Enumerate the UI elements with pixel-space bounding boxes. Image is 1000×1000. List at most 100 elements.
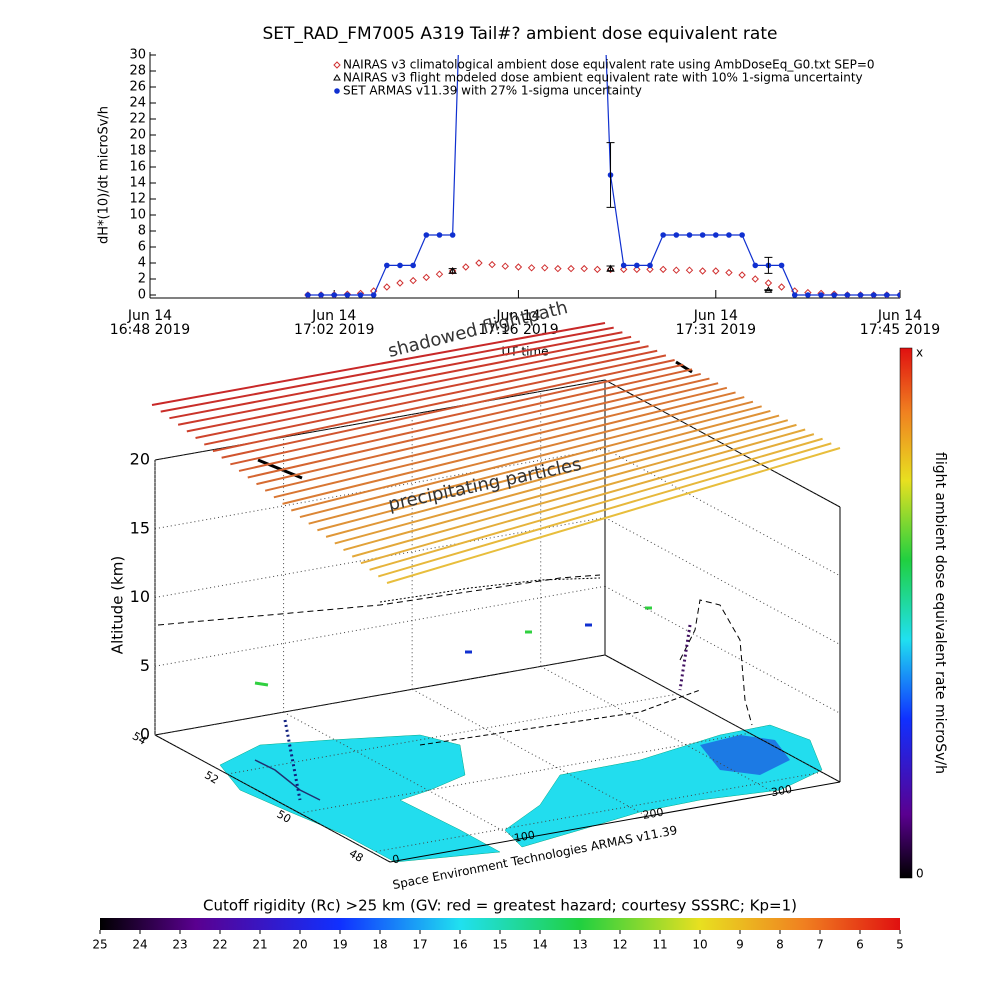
- colorbar-tick-label: 14: [532, 938, 547, 952]
- flightpath-stripe: [273, 386, 728, 499]
- data-point: [712, 232, 719, 238]
- colorbar-scale-label: x: [916, 346, 923, 360]
- grid-line: [604, 517, 841, 645]
- lon-tick-label: 200: [642, 806, 665, 822]
- border: [254, 759, 321, 801]
- map: [219, 724, 823, 863]
- rigidity-colorbar: [100, 918, 900, 930]
- grid-line: [299, 732, 750, 814]
- data-point: [370, 292, 377, 298]
- flightpath-stripe: [177, 335, 632, 426]
- plot-area: [304, 55, 900, 298]
- y-tick-label: 20: [129, 128, 146, 143]
- data-point: [685, 266, 694, 274]
- x-tick-label: Jun 14: [495, 308, 540, 324]
- data-point: [410, 262, 416, 269]
- data-point: [396, 279, 404, 287]
- y-tick-label: 2: [138, 272, 146, 287]
- y-tick-label: 26: [129, 80, 146, 95]
- x-tick-label: Jun 14: [311, 308, 356, 324]
- data-point: [357, 292, 364, 298]
- y-tick-label: 28: [129, 64, 146, 79]
- error-bar: [764, 289, 773, 292]
- y-tick-label: 12: [129, 192, 146, 207]
- colorbar-title: Cutoff rigidity (Rc) >25 km (GV: red = g…: [203, 897, 797, 915]
- data-point: [738, 271, 746, 279]
- grid-line: [411, 688, 648, 817]
- y-tick-label: 4: [138, 256, 146, 271]
- colorbar-tick-label: 9: [736, 938, 744, 952]
- data-point: [699, 232, 706, 238]
- data-point: [554, 264, 562, 273]
- data-point: [818, 292, 824, 298]
- data-point: [383, 283, 391, 291]
- colorbar-tick-label: 24: [132, 938, 147, 952]
- y-tick-label: 10: [129, 208, 146, 223]
- data-point: [448, 267, 457, 275]
- x-tick-label: 17:31 2019: [676, 322, 756, 338]
- flightpath-stripe: [308, 405, 762, 525]
- data-point: [752, 262, 759, 269]
- land-region: [700, 735, 790, 775]
- flightpath-stripe: [169, 331, 623, 420]
- data-point: [333, 61, 341, 69]
- colorbar-tick-label: 13: [572, 938, 587, 952]
- colorbar-scale-label: 0: [916, 867, 924, 881]
- flightpath-stripe: [256, 377, 710, 486]
- flightpath-stripe: [282, 391, 736, 505]
- y-tick-label: 18: [129, 144, 146, 159]
- z-tick-label: 10: [130, 587, 150, 606]
- flight-segment: [283, 719, 302, 801]
- land: [219, 734, 501, 863]
- flightpath-stripe: [351, 428, 806, 558]
- data-line: [307, 55, 900, 296]
- x-tick-label: Jun 14: [693, 308, 738, 324]
- grid-line: [227, 693, 678, 775]
- flightpath-stripe: [299, 400, 754, 519]
- colorbar-tick-label: 5: [896, 938, 904, 952]
- lat-tick-label: 54: [130, 729, 149, 747]
- flightpath-stripe: [221, 359, 675, 459]
- data-point: [646, 265, 654, 274]
- data-point: [475, 259, 483, 267]
- lon-tick-label: 300: [770, 783, 793, 799]
- flight-path: [419, 689, 701, 746]
- data-point: [857, 292, 864, 298]
- data-point: [660, 232, 666, 238]
- data-point: [698, 267, 707, 275]
- grid-line: [283, 711, 519, 840]
- flight-segment: [678, 624, 692, 691]
- flightpath-stripe: [325, 414, 780, 538]
- flightpath-stripe: [204, 349, 658, 446]
- flightpath-stripe: [160, 326, 614, 413]
- data-point: [333, 74, 341, 81]
- data-point: [501, 262, 509, 270]
- data-point: [449, 232, 456, 238]
- data-point: [620, 262, 627, 269]
- y-tick-label: 8: [138, 224, 146, 239]
- data-point: [647, 262, 653, 269]
- data-point: [884, 292, 890, 298]
- flightpath-stripe: [378, 442, 832, 578]
- flightpath-stripe: [195, 345, 649, 439]
- data-point: [318, 292, 324, 298]
- grid-line: [154, 585, 606, 667]
- grid-line: [604, 654, 841, 783]
- flightpath-stripe: [151, 322, 606, 406]
- data-point: [659, 265, 667, 274]
- colorbar-tick-label: 17: [412, 938, 427, 952]
- data-point: [778, 262, 785, 269]
- data-point: [422, 273, 431, 282]
- y-tick-label: 16: [129, 160, 146, 175]
- data-point: [334, 88, 340, 94]
- dose-colorbar: [899, 347, 913, 879]
- x-tick-label: 17:45 2019: [860, 322, 940, 338]
- flightpath-stripe: [386, 447, 841, 584]
- legend-label: NAIRAS v3 flight modeled dose ambient eq…: [343, 71, 863, 85]
- error-bar: [606, 265, 615, 272]
- data-point: [673, 232, 680, 238]
- lon-tick-label: 0: [391, 852, 400, 866]
- data-point: [527, 264, 536, 272]
- lat-tick-label: 48: [347, 847, 366, 865]
